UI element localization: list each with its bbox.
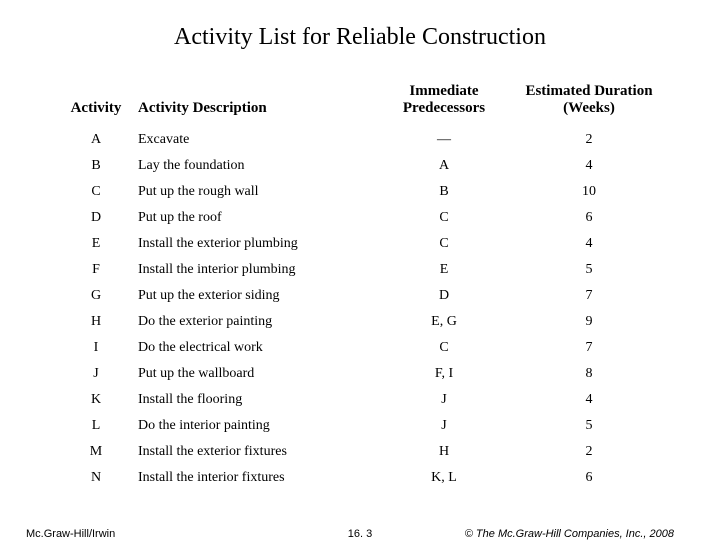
cell-duration: 7	[514, 283, 664, 309]
cell-description: Put up the roof	[136, 205, 374, 231]
cell-duration: 10	[514, 179, 664, 205]
footer-page-number: 16. 3	[348, 528, 372, 540]
table-row: CPut up the rough wallB10	[56, 179, 664, 205]
cell-duration: 6	[514, 205, 664, 231]
cell-description: Put up the exterior siding	[136, 283, 374, 309]
table-row: HDo the exterior paintingE, G9	[56, 309, 664, 335]
table-row: FInstall the interior plumbingE5	[56, 257, 664, 283]
table-row: IDo the electrical workC7	[56, 335, 664, 361]
cell-duration: 2	[514, 439, 664, 465]
footer-copyright: © The Mc.Graw-Hill Companies, Inc., 2008	[465, 528, 674, 540]
table-row: KInstall the flooringJ4	[56, 387, 664, 413]
cell-duration: 5	[514, 413, 664, 439]
cell-predecessors: J	[374, 413, 514, 439]
cell-description: Lay the foundation	[136, 153, 374, 179]
cell-duration: 2	[514, 127, 664, 153]
cell-description: Do the interior painting	[136, 413, 374, 439]
cell-predecessors: J	[374, 387, 514, 413]
table-row: LDo the interior paintingJ5	[56, 413, 664, 439]
col-header-predecessors: Immediate Predecessors	[374, 79, 514, 127]
cell-description: Install the exterior plumbing	[136, 231, 374, 257]
cell-description: Install the interior plumbing	[136, 257, 374, 283]
cell-predecessors: C	[374, 335, 514, 361]
cell-description: Do the exterior painting	[136, 309, 374, 335]
cell-activity: J	[56, 361, 136, 387]
cell-activity: F	[56, 257, 136, 283]
col-header-description: Activity Description	[136, 79, 374, 127]
cell-activity: G	[56, 283, 136, 309]
cell-description: Excavate	[136, 127, 374, 153]
cell-predecessors: B	[374, 179, 514, 205]
cell-duration: 4	[514, 231, 664, 257]
cell-description: Put up the wallboard	[136, 361, 374, 387]
activity-table: Activity Activity Description Immediate …	[56, 79, 664, 491]
cell-duration: 8	[514, 361, 664, 387]
cell-activity: C	[56, 179, 136, 205]
cell-predecessors: H	[374, 439, 514, 465]
cell-description: Install the exterior fixtures	[136, 439, 374, 465]
table-header-row: Activity Activity Description Immediate …	[56, 79, 664, 127]
cell-description: Put up the rough wall	[136, 179, 374, 205]
cell-duration: 6	[514, 465, 664, 491]
cell-activity: M	[56, 439, 136, 465]
table-row: JPut up the wallboardF, I8	[56, 361, 664, 387]
cell-activity: L	[56, 413, 136, 439]
cell-activity: A	[56, 127, 136, 153]
col-header-duration: Estimated Duration (Weeks)	[514, 79, 664, 127]
col-header-activity: Activity	[56, 79, 136, 127]
cell-duration: 7	[514, 335, 664, 361]
cell-description: Install the interior fixtures	[136, 465, 374, 491]
footer-publisher: Mc.Graw-Hill/Irwin	[26, 528, 115, 540]
table-row: DPut up the roofC6	[56, 205, 664, 231]
table-row: MInstall the exterior fixturesH2	[56, 439, 664, 465]
cell-activity: K	[56, 387, 136, 413]
cell-activity: E	[56, 231, 136, 257]
cell-predecessors: K, L	[374, 465, 514, 491]
cell-predecessors: D	[374, 283, 514, 309]
cell-activity: H	[56, 309, 136, 335]
cell-activity: D	[56, 205, 136, 231]
cell-predecessors: E, G	[374, 309, 514, 335]
cell-duration: 4	[514, 387, 664, 413]
table-row: AExcavate—2	[56, 127, 664, 153]
cell-predecessors: A	[374, 153, 514, 179]
table-row: EInstall the exterior plumbingC4	[56, 231, 664, 257]
table-row: GPut up the exterior sidingD7	[56, 283, 664, 309]
page-title: Activity List for Reliable Construction	[56, 24, 664, 51]
cell-duration: 9	[514, 309, 664, 335]
cell-duration: 4	[514, 153, 664, 179]
cell-predecessors: F, I	[374, 361, 514, 387]
table-row: BLay the foundationA4	[56, 153, 664, 179]
cell-activity: N	[56, 465, 136, 491]
cell-activity: I	[56, 335, 136, 361]
table-row: NInstall the interior fixturesK, L6	[56, 465, 664, 491]
cell-duration: 5	[514, 257, 664, 283]
cell-description: Install the flooring	[136, 387, 374, 413]
cell-description: Do the electrical work	[136, 335, 374, 361]
cell-predecessors: C	[374, 231, 514, 257]
cell-predecessors: —	[374, 127, 514, 153]
cell-predecessors: C	[374, 205, 514, 231]
cell-predecessors: E	[374, 257, 514, 283]
cell-activity: B	[56, 153, 136, 179]
